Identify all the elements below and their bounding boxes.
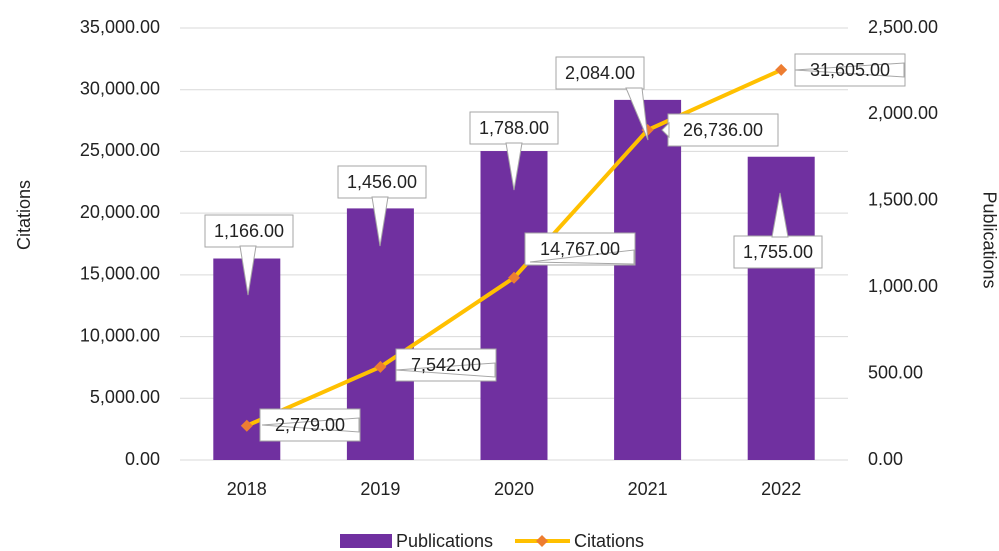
legend-label: Citations	[574, 531, 644, 551]
x-tick-label: 2022	[761, 479, 801, 499]
y-tick-label: 35,000.00	[80, 17, 160, 37]
y2-tick-label: 2,500.00	[868, 17, 938, 37]
callout-box	[337, 165, 427, 199]
y-axis-title: Citations	[14, 180, 34, 250]
x-tick-label: 2021	[628, 479, 668, 499]
callout-pointer	[661, 121, 670, 139]
callout-box	[204, 214, 294, 248]
callout-pointer	[239, 245, 257, 296]
callout-box	[667, 113, 779, 147]
data-label: 1,788.00	[479, 118, 549, 138]
data-label: 7,542.00	[411, 355, 481, 375]
y-tick-label: 20,000.00	[80, 202, 160, 222]
y-tick-label: 30,000.00	[80, 78, 160, 98]
callout-pointer	[395, 362, 496, 378]
callout-pointer	[261, 417, 360, 433]
data-label: 26,736.00	[683, 120, 763, 140]
legend-marker	[536, 535, 548, 547]
y-tick-label: 15,000.00	[80, 264, 160, 284]
y-tick-label: 10,000.00	[80, 325, 160, 345]
legend-label: Publications	[396, 531, 493, 551]
y2-tick-label: 1,500.00	[868, 190, 938, 210]
callout-box	[733, 235, 823, 269]
bar	[480, 151, 548, 460]
data-label: 14,767.00	[540, 239, 620, 259]
y-tick-label: 0.00	[125, 449, 160, 469]
x-tick-label: 2018	[227, 479, 267, 499]
y-tick-label: 5,000.00	[90, 387, 160, 407]
bar	[614, 99, 682, 460]
callout-pointer	[371, 196, 389, 247]
data-label: 2,779.00	[275, 415, 345, 435]
marker	[775, 63, 788, 76]
marker	[374, 360, 387, 373]
data-label: 1,456.00	[347, 172, 417, 192]
callout-pointer	[625, 87, 649, 141]
y2-tick-label: 2,000.00	[868, 103, 938, 123]
legend-swatch	[340, 534, 392, 548]
y2-axis-title: Publications	[979, 191, 999, 288]
callout-pointer	[771, 192, 789, 238]
data-label: 31,605.00	[810, 60, 890, 80]
marker	[508, 271, 520, 284]
callout-pointer	[505, 142, 523, 191]
y2-tick-label: 1,000.00	[868, 276, 938, 296]
y-tick-label: 25,000.00	[80, 140, 160, 160]
x-tick-label: 2020	[494, 479, 534, 499]
marker	[240, 419, 253, 432]
callout-pointer	[529, 249, 635, 265]
callout-box	[555, 56, 645, 90]
data-label: 2,084.00	[565, 63, 635, 83]
data-label: 1,755.00	[743, 242, 813, 262]
data-label: 1,166.00	[214, 221, 284, 241]
callout-pointer	[794, 62, 905, 78]
y2-tick-label: 0.00	[868, 449, 903, 469]
y2-tick-label: 500.00	[868, 362, 923, 382]
x-tick-label: 2019	[360, 479, 400, 499]
